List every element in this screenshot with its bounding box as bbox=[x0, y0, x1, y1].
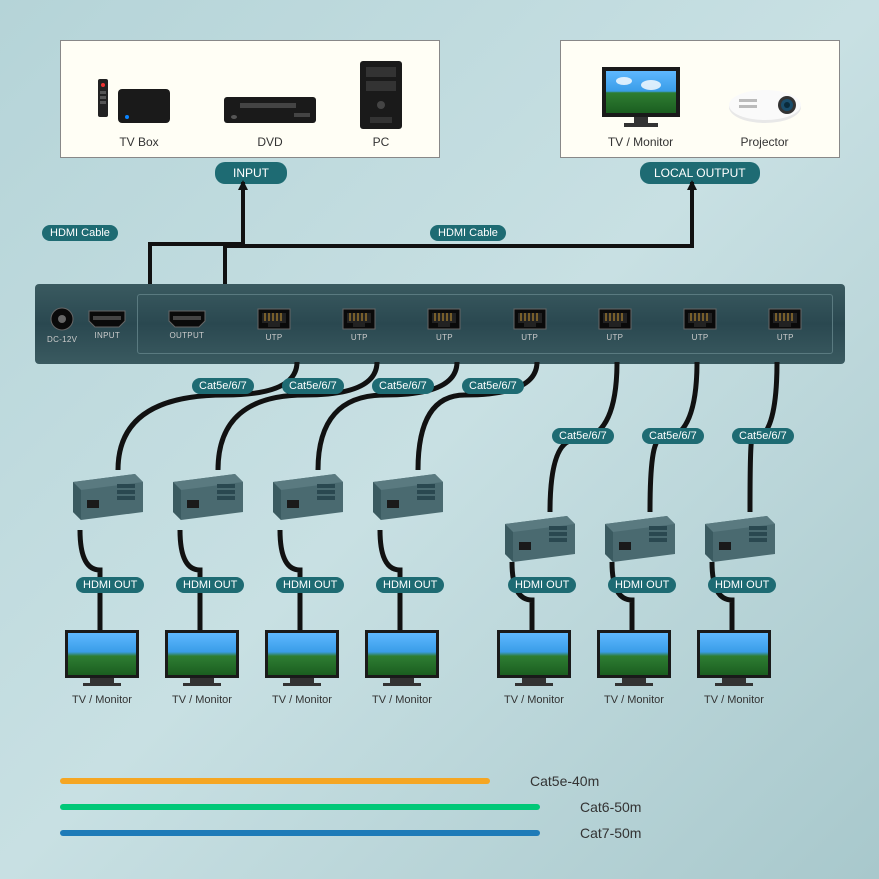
legend-row: Cat7-50m bbox=[60, 825, 820, 841]
port-utp: UTP bbox=[341, 307, 377, 342]
output-tv-monitor: TV / Monitor bbox=[497, 630, 571, 706]
legend-label: Cat6-50m bbox=[580, 799, 641, 815]
tv-screen-icon bbox=[497, 630, 571, 678]
extender-hub: DC-12V INPUT OUTPUT UTP UTP UTP UTP UTP … bbox=[35, 284, 845, 364]
output-tv-monitor: TV / Monitor bbox=[597, 630, 671, 706]
hdmi-receiver bbox=[65, 470, 147, 520]
output-tv: TV / Monitor bbox=[596, 56, 686, 149]
cable-length-legend: Cat5e-40m Cat6-50m Cat7-50m bbox=[60, 773, 820, 851]
port-utp: UTP bbox=[426, 307, 462, 342]
local-output-panel: TV / Monitor Projector bbox=[560, 40, 840, 158]
source-dvd: DVD bbox=[220, 56, 320, 149]
cat-cable-badge: Cat5e/6/7 bbox=[642, 428, 704, 444]
tv-screen-icon bbox=[65, 630, 139, 678]
hdmi-port-icon bbox=[87, 309, 127, 329]
hdmi-receiver bbox=[597, 512, 679, 562]
hdmi-out-badge: HDMI OUT bbox=[76, 577, 144, 593]
legend-label: Cat7-50m bbox=[580, 825, 641, 841]
port-utp: UTP bbox=[767, 307, 803, 342]
hdmi-out-badge: HDMI OUT bbox=[376, 577, 444, 593]
rj45-icon bbox=[512, 307, 548, 331]
port-utp: UTP bbox=[512, 307, 548, 342]
dc-jack-icon bbox=[47, 305, 77, 333]
hub-output-section: OUTPUT UTP UTP UTP UTP UTP UTP UTP bbox=[137, 294, 833, 354]
port-utp: UTP bbox=[597, 307, 633, 342]
output-label: TV / Monitor bbox=[596, 135, 686, 149]
output-tv-monitor: TV / Monitor bbox=[265, 630, 339, 706]
hdmi-out-badge: HDMI OUT bbox=[508, 577, 576, 593]
source-label: PC bbox=[356, 135, 406, 149]
output-tv-monitor: TV / Monitor bbox=[65, 630, 139, 706]
legend-bar-cat6 bbox=[60, 804, 540, 810]
hdmi-receiver bbox=[697, 512, 779, 562]
tv-label: TV / Monitor bbox=[165, 694, 239, 706]
port-utp: UTP bbox=[682, 307, 718, 342]
hdmi-cable-badge-right: HDMI Cable bbox=[430, 225, 506, 241]
cat-cable-badge: Cat5e/6/7 bbox=[462, 378, 524, 394]
hdmi-receiver bbox=[265, 470, 347, 520]
hdmi-out-badge: HDMI OUT bbox=[608, 577, 676, 593]
dvd-icon bbox=[220, 56, 320, 131]
tv-label: TV / Monitor bbox=[65, 694, 139, 706]
port-dc: DC-12V bbox=[47, 305, 77, 344]
projector-icon bbox=[725, 56, 805, 131]
port-utp: UTP bbox=[256, 307, 292, 342]
hdmi-out-badge: HDMI OUT bbox=[708, 577, 776, 593]
tv-label: TV / Monitor bbox=[497, 694, 571, 706]
cat-cable-badge: Cat5e/6/7 bbox=[372, 378, 434, 394]
input-badge: INPUT bbox=[215, 162, 287, 184]
output-tv-monitor: TV / Monitor bbox=[697, 630, 771, 706]
tv-label: TV / Monitor bbox=[265, 694, 339, 706]
hdmi-port-icon bbox=[167, 309, 207, 329]
hdmi-receiver bbox=[497, 512, 579, 562]
tvbox-icon bbox=[94, 56, 184, 131]
pc-icon bbox=[356, 56, 406, 131]
output-tv-monitor: TV / Monitor bbox=[365, 630, 439, 706]
tv-label: TV / Monitor bbox=[597, 694, 671, 706]
legend-row: Cat5e-40m bbox=[60, 773, 820, 789]
port-hdmi-output: OUTPUT bbox=[167, 309, 207, 340]
tv-screen-icon bbox=[265, 630, 339, 678]
legend-label: Cat5e-40m bbox=[530, 773, 599, 789]
tv-screen-icon bbox=[697, 630, 771, 678]
tv-label: TV / Monitor bbox=[365, 694, 439, 706]
tv-screen-icon bbox=[165, 630, 239, 678]
monitor-icon bbox=[596, 56, 686, 131]
source-label: TV Box bbox=[94, 135, 184, 149]
legend-bar-cat7 bbox=[60, 830, 540, 836]
legend-row: Cat6-50m bbox=[60, 799, 820, 815]
tv-screen-icon bbox=[365, 630, 439, 678]
cat-cable-badge: Cat5e/6/7 bbox=[552, 428, 614, 444]
rj45-icon bbox=[256, 307, 292, 331]
cat-cable-badge: Cat5e/6/7 bbox=[282, 378, 344, 394]
hdmi-out-badge: HDMI OUT bbox=[176, 577, 244, 593]
port-hdmi-input: INPUT bbox=[87, 309, 127, 340]
source-tvbox: TV Box bbox=[94, 56, 184, 149]
tv-label: TV / Monitor bbox=[697, 694, 771, 706]
cat-cable-badge: Cat5e/6/7 bbox=[192, 378, 254, 394]
rj45-icon bbox=[767, 307, 803, 331]
input-sources-panel: TV Box DVD PC bbox=[60, 40, 440, 158]
local-output-badge: LOCAL OUTPUT bbox=[640, 162, 760, 184]
legend-bar-cat5e bbox=[60, 778, 490, 784]
source-label: DVD bbox=[220, 135, 320, 149]
hdmi-cable-badge-left: HDMI Cable bbox=[42, 225, 118, 241]
rj45-icon bbox=[426, 307, 462, 331]
tv-screen-icon bbox=[597, 630, 671, 678]
hdmi-out-badge: HDMI OUT bbox=[276, 577, 344, 593]
output-projector: Projector bbox=[725, 56, 805, 149]
rj45-icon bbox=[597, 307, 633, 331]
source-pc: PC bbox=[356, 56, 406, 149]
cat-cable-badge: Cat5e/6/7 bbox=[732, 428, 794, 444]
hdmi-receiver bbox=[365, 470, 447, 520]
output-tv-monitor: TV / Monitor bbox=[165, 630, 239, 706]
rj45-icon bbox=[682, 307, 718, 331]
rj45-icon bbox=[341, 307, 377, 331]
output-label: Projector bbox=[725, 135, 805, 149]
hdmi-receiver bbox=[165, 470, 247, 520]
